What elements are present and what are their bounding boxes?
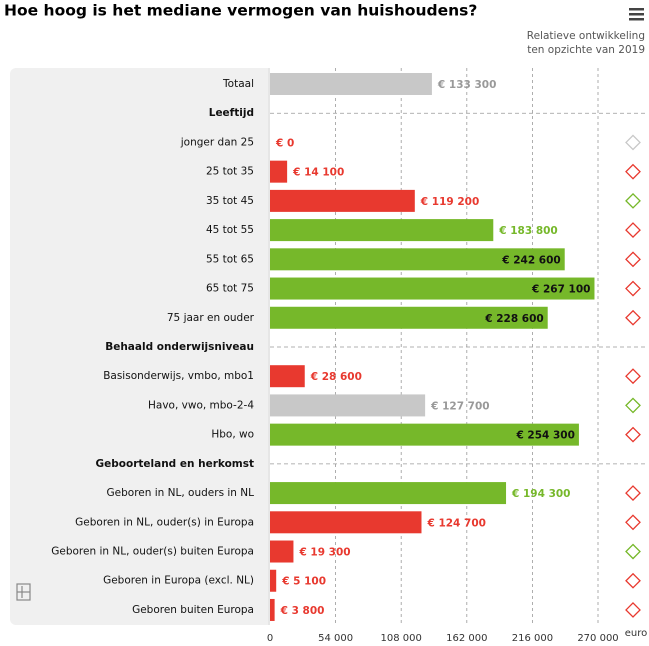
category-label: 65 tot 75: [206, 283, 254, 295]
bar: [270, 73, 432, 95]
x-tick-label: 0: [267, 633, 273, 644]
trend-diamond: [625, 426, 641, 443]
subtitle: Relatieve ontwikkeling: [527, 30, 645, 42]
x-tick-label: 216 000: [512, 633, 553, 644]
bar: [270, 219, 494, 242]
x-tick-label: 54 000: [318, 633, 353, 644]
trend-diamond: [625, 251, 641, 268]
trend-diamond: [625, 280, 641, 297]
trend-diamond: [625, 309, 641, 326]
category-label: Basisonderwijs, vmbo, mbo1: [103, 370, 254, 382]
bar: [270, 423, 579, 446]
bar: [270, 569, 277, 592]
trend-diamond: [625, 543, 641, 560]
trend-diamond: [625, 222, 641, 239]
bar: [270, 540, 294, 563]
value-label: € 242 600: [501, 254, 560, 266]
category-label: Geboren in NL, ouders in NL: [107, 487, 255, 499]
category-label: 45 tot 55: [206, 224, 254, 236]
value-label: € 133 300: [437, 79, 496, 91]
trend-diamond: [625, 368, 641, 385]
trend-diamond: [625, 134, 641, 151]
category-label: 35 tot 45: [206, 195, 254, 207]
value-label: € 124 700: [426, 517, 485, 529]
value-label: € 194 300: [511, 488, 570, 500]
value-label: € 14 100: [292, 167, 344, 179]
bar: [270, 189, 415, 212]
value-label: € 28 600: [310, 371, 362, 383]
value-label: € 183 800: [498, 225, 557, 237]
trend-diamond: [625, 485, 641, 501]
section-header: Leeftijd: [209, 107, 254, 119]
trend-diamond: [625, 572, 641, 589]
bar: [270, 160, 288, 183]
bar: [270, 365, 305, 388]
menu-icon[interactable]: [629, 8, 644, 21]
category-label: 55 tot 65: [206, 253, 254, 265]
category-label: Hbo, wo: [211, 429, 254, 441]
value-label: € 19 300: [298, 547, 350, 559]
value-label: € 3 800: [280, 605, 325, 617]
x-tick-label: 270 000: [577, 633, 618, 644]
value-label: € 228 600: [484, 313, 543, 325]
bar: [270, 277, 595, 300]
trend-diamond: [625, 602, 641, 618]
trend-diamond: [625, 514, 641, 531]
bar: [270, 511, 422, 534]
category-label: 75 jaar en ouder: [167, 312, 255, 324]
category-label: Geboren buiten Europa: [132, 604, 254, 616]
category-label: Havo, vwo, mbo-2-4: [148, 399, 254, 411]
chart-title: Hoe hoog is het mediane vermogen van hui…: [4, 2, 477, 20]
x-tick-label: 108 000: [381, 633, 422, 644]
value-label: € 254 300: [515, 430, 574, 442]
trend-diamond: [625, 397, 641, 414]
x-tick-label: 162 000: [446, 633, 487, 644]
category-label: jonger dan 25: [180, 136, 254, 148]
category-label: Geboren in Europa (excl. NL): [103, 575, 254, 587]
category-label: Geboren in NL, ouder(s) in Europa: [75, 516, 254, 528]
plot-area: [268, 68, 647, 625]
subtitle: ten opzichte van 2019: [527, 44, 645, 56]
trend-diamond: [625, 192, 641, 209]
x-unit: euro: [625, 628, 648, 639]
bar: [270, 482, 507, 505]
bar: [270, 248, 565, 271]
value-label: € 127 700: [430, 400, 489, 412]
bar: [270, 394, 426, 417]
logo: [16, 583, 31, 601]
section-header: Behaald onderwijsniveau: [105, 341, 254, 353]
value-label: € 267 100: [531, 284, 590, 296]
value-label: € 0: [275, 137, 294, 149]
trend-diamond: [625, 163, 641, 180]
category-label: Totaal: [222, 78, 254, 90]
category-label: Geboren in NL, ouder(s) buiten Europa: [51, 546, 254, 558]
value-label: € 119 200: [420, 196, 479, 208]
section-header: Geboorteland en herkomst: [96, 458, 254, 470]
category-label: 25 tot 35: [206, 166, 254, 178]
bar: [270, 306, 548, 329]
value-label: € 5 100: [281, 576, 326, 588]
bar: [270, 598, 275, 621]
